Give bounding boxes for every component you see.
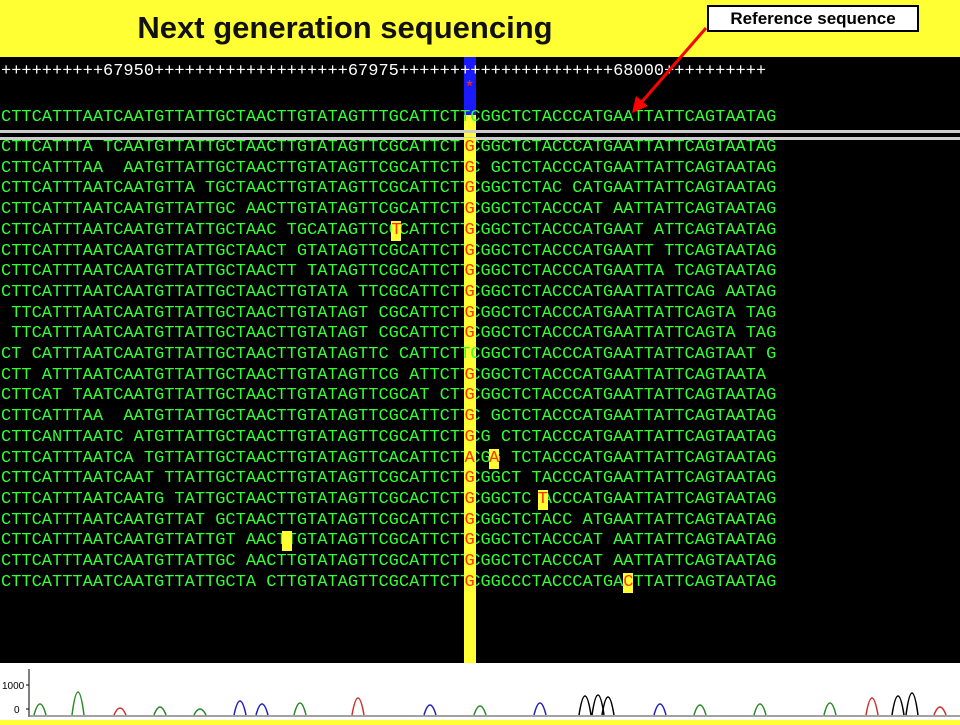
trace-peak (601, 696, 615, 716)
reference-position-marker (463, 57, 476, 115)
trace-peak (255, 703, 269, 716)
read-row[interactable]: CTTCATTTAATCAATGTTATTGCTAAC TGCATAGTTCGC… (1, 220, 777, 240)
chromatogram-plot: 1000 0 (2, 669, 960, 717)
variant-base: G (463, 220, 476, 241)
reference-sequence-label: Reference sequence (707, 5, 919, 32)
variant-base: G (463, 407, 476, 428)
variant-base: G (463, 241, 476, 262)
read-row[interactable]: CTTCANTTAATC ATGTTATTGCTAACTTGTATAGTTCGC… (1, 427, 777, 447)
variant-base: G (463, 489, 476, 510)
trace-peak (905, 692, 919, 716)
chromatogram-panel[interactable]: 1000 0 (0, 663, 960, 720)
variant-base: G (463, 386, 476, 407)
trace-peak (753, 703, 767, 716)
variant-base: G (463, 303, 476, 324)
variant-base: G (463, 138, 476, 158)
read-row[interactable]: CTTCAT TAATCAATGTTATTGCTAACTTGTATAGTTCGC… (1, 386, 777, 406)
reference-separator-top (0, 130, 960, 133)
read-row[interactable]: CTTCATTTAATCAATGTTATTGCTAACTTGTATA TTCGC… (1, 282, 777, 302)
read-row[interactable]: CTTCATTTAATCAATGTTA TGCTAACTTGTATAGTTCGC… (1, 179, 777, 199)
read-row[interactable]: CTTCATTTAATCA TGTTATTGCTAACTTGTATAGTTCAC… (1, 448, 777, 468)
read-row[interactable]: CTTCATTTAATCAATGTTATTGCTAACT GTATAGTTCGC… (1, 241, 777, 261)
trace-peak (653, 703, 667, 716)
trace-peak (693, 704, 707, 716)
read-row[interactable]: CTTCATTTAATCAAT TTATTGCTAACTTGTATAGTTCGC… (1, 469, 777, 489)
reference-separator-bottom (0, 137, 960, 140)
read-row[interactable]: TTCATTTAATCAATGTTATTGCTAACTTGTATAGT CGCA… (1, 324, 777, 344)
trace-peak (193, 708, 207, 716)
variant-base: G (463, 427, 476, 448)
read-row[interactable]: CTTCATTTAATCAATGTTATTGC AACTTGTATAGTTCGC… (1, 200, 777, 220)
variant-base: G (463, 324, 476, 345)
variant-base: G (463, 365, 476, 386)
y-tick-1000: 1000 (2, 681, 25, 692)
trace-peak (823, 702, 837, 716)
trace-peak (71, 691, 85, 716)
read-row[interactable]: CTTCATTTAA AATGTTATTGCTAACTTGTATAGTTCGCA… (1, 407, 777, 427)
mismatch-marker: C (623, 572, 634, 593)
trace-peak (113, 707, 127, 716)
variant-base: G (463, 572, 476, 593)
read-row[interactable]: CTTCATTTAATCAATGTTATTGCTA CTTGTATAGTTCGC… (1, 572, 777, 592)
reference-sequence-row[interactable]: CTTCATTTAATCAATGTTATTGCTAACTTGTATAGTTTGC… (1, 108, 777, 127)
mismatch-marker: A (489, 448, 500, 469)
read-row[interactable]: CTTCATTTAATCAATGTTAT GCTAACTTGTATAGTTCGC… (1, 510, 777, 530)
trace-peak (533, 702, 547, 716)
variant-base: G (463, 469, 476, 490)
variant-star-marker: * (464, 79, 475, 98)
trace-peak (33, 703, 47, 716)
read-row[interactable]: CTTCATTTAATCAATGTTATTGT AACTTGTATAGTTCGC… (1, 531, 777, 551)
trace-peak (578, 695, 592, 716)
read-row[interactable]: CTTCATTTAATCAATG TATTGCTAACTTGTATAGTTCGC… (1, 489, 777, 509)
trace-peak (233, 700, 247, 716)
mismatch-marker (281, 531, 292, 552)
variant-base: G (463, 531, 476, 552)
mismatch-marker: T (391, 220, 402, 241)
position-ruler: ++++++++++67950+++++++++++++++++++67975+… (1, 62, 767, 81)
variant-base: A (463, 448, 476, 469)
chromatogram-traces (30, 691, 960, 717)
read-row[interactable]: CTTCATTTA TCAATGTTATTGCTAACTTGTATAGTTCGC… (1, 138, 777, 157)
page-title: Next generation sequencing (137, 10, 553, 45)
alignment-viewer[interactable]: * ++++++++++67950+++++++++++++++++++6797… (0, 57, 960, 663)
y-tick-0: 0 (14, 705, 20, 716)
mismatch-marker: T (537, 489, 548, 510)
trace-peak (153, 706, 167, 716)
variant-base: G (463, 179, 476, 200)
trace-peak (351, 697, 365, 716)
trace-peak (423, 704, 437, 716)
variant-base: G (463, 158, 476, 179)
read-row[interactable]: CTTCATTTAATCAATGTTATTGCTAACTT TATAGTTCGC… (1, 262, 777, 282)
variant-base: G (463, 282, 476, 303)
read-row[interactable]: CTT ATTTAATCAATGTTATTGCTAACTTGTATAGTTCG … (1, 365, 767, 385)
trace-peak (865, 697, 879, 716)
trace-peak (891, 695, 905, 716)
read-row[interactable]: CT CATTTAATCAATGTTATTGCTAACTTGTATAGTTC C… (1, 345, 777, 364)
variant-base: G (463, 552, 476, 572)
read-row[interactable]: CTTCATTTAATCAATGTTATTGC AACTTGTATAGTTCGC… (1, 552, 777, 571)
trace-peak (933, 706, 947, 716)
variant-base: G (463, 262, 476, 283)
variant-base: G (463, 510, 476, 531)
read-row[interactable]: CTTCATTTAA AATGTTATTGCTAACTTGTATAGTTCGCA… (1, 158, 777, 178)
read-row[interactable]: TTCATTTAATCAATGTTATTGCTAACTTGTATAGT CGCA… (1, 303, 777, 323)
trace-peak (293, 702, 307, 716)
trace-peak (473, 705, 487, 716)
variant-base: G (463, 200, 476, 221)
